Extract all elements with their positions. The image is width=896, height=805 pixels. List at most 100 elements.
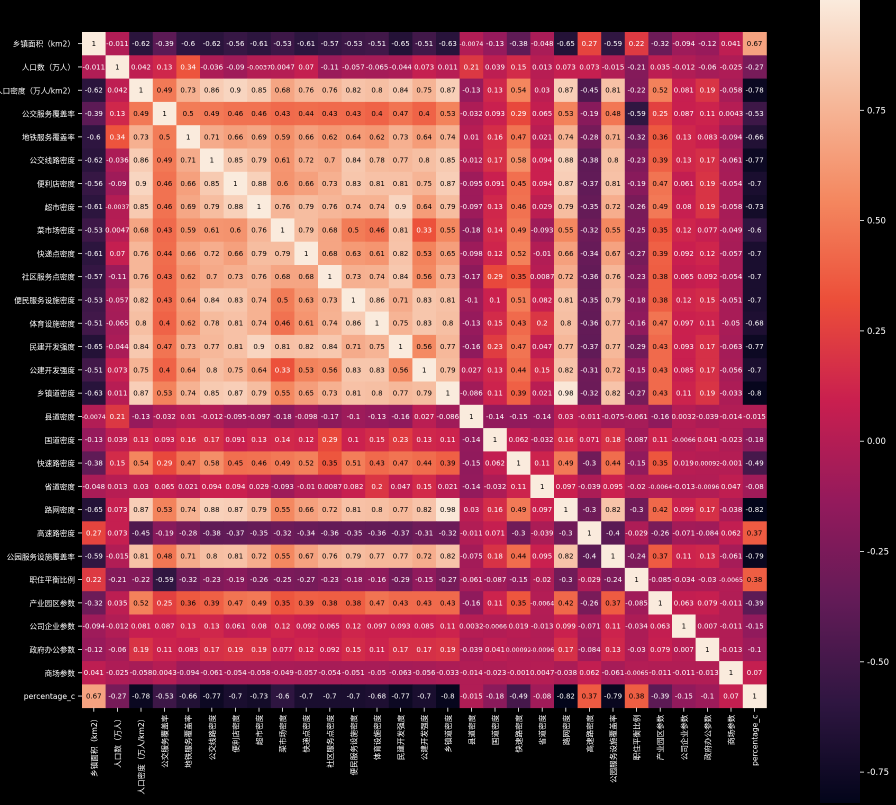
- cell-annotation: -0.61: [250, 40, 268, 48]
- cell-annotation: 0.087: [155, 623, 175, 631]
- heatmap-cell: [294, 474, 319, 499]
- heatmap-cell: [554, 404, 578, 429]
- cell-annotation: 1: [210, 157, 214, 165]
- cell-annotation: 0.11: [534, 459, 550, 467]
- heatmap-cell: [105, 55, 130, 79]
- heatmap-cell: [554, 521, 578, 545]
- heatmap-cell: [648, 288, 673, 312]
- cell-annotation: -0.057: [106, 296, 129, 304]
- cell-annotation: -0.061: [625, 413, 648, 421]
- cell-annotation: 0.74: [369, 203, 385, 211]
- cell-annotation: 0.47: [511, 343, 527, 351]
- heatmap-cell: [341, 148, 366, 173]
- cell-annotation: 0.099: [674, 506, 694, 514]
- heatmap-cell: [152, 521, 177, 545]
- cell-annotation: -0.39: [746, 599, 764, 607]
- heatmap-cell: [459, 334, 484, 359]
- cell-annotation: 0.47: [228, 599, 244, 607]
- cell-annotation: -0.086: [460, 390, 483, 398]
- cell-annotation: 0.56: [393, 366, 409, 374]
- cell-annotation: 0.36: [180, 599, 196, 607]
- cell-annotation: 0.87: [440, 180, 456, 188]
- heatmap-cell: [436, 218, 460, 243]
- heatmap-cell: [624, 428, 649, 452]
- cell-annotation: 0.49: [652, 203, 668, 211]
- cell-annotation: -0.056: [413, 669, 436, 677]
- cell-annotation: 0.43: [511, 320, 527, 328]
- cell-annotation: 0.0047: [270, 63, 295, 71]
- cell-annotation: 0.9: [135, 180, 146, 188]
- heatmap-cell: [318, 567, 342, 592]
- heatmap-cell: [672, 148, 696, 173]
- cell-annotation: 0.51: [511, 296, 527, 304]
- heatmap-cell: [294, 125, 319, 149]
- cell-annotation: 0.35: [275, 599, 291, 607]
- cell-annotation: 0.37: [652, 553, 668, 561]
- heatmap-cell: [270, 661, 295, 685]
- heatmap-cell: [270, 334, 295, 359]
- heatmap-cell: [412, 591, 437, 615]
- cell-annotation: 1: [564, 506, 568, 514]
- heatmap-cell: [695, 265, 720, 289]
- cell-annotation: 0.11: [157, 646, 173, 654]
- cell-annotation: 0.6: [277, 180, 289, 188]
- cell-annotation: 0.87: [440, 87, 456, 95]
- cell-annotation: 0.44: [157, 250, 173, 258]
- heatmap-cell: [294, 404, 319, 429]
- heatmap-cell: [695, 521, 720, 545]
- heatmap-cell: [436, 125, 460, 149]
- cell-annotation: 0.073: [107, 506, 127, 514]
- heatmap-cell: [341, 334, 366, 359]
- cell-annotation: 0.085: [414, 623, 434, 631]
- cell-annotation: 0.79: [440, 203, 456, 211]
- heatmap-cell: [483, 218, 508, 243]
- cell-annotation: 0.88: [558, 157, 574, 165]
- heatmap-cell: [105, 78, 130, 103]
- cell-annotation: 0.38: [652, 273, 668, 281]
- cell-annotation: -0.012: [673, 63, 696, 71]
- cell-annotation: 0.81: [133, 553, 149, 561]
- cell-annotation: 0.079: [697, 599, 717, 607]
- heatmap-cell: [129, 171, 154, 196]
- cell-annotation: -0.033: [720, 390, 743, 398]
- heatmap-cell: [530, 474, 555, 499]
- cell-annotation: 0.0087: [318, 483, 343, 491]
- cell-annotation: 0.11: [700, 110, 716, 118]
- colorbar-tick-label: 0.75: [867, 106, 886, 116]
- cell-annotation: -0.26: [250, 576, 269, 584]
- cell-annotation: 0.19: [700, 390, 716, 398]
- heatmap-cell: [365, 288, 390, 312]
- heatmap-cell: [270, 195, 295, 219]
- cell-annotation: 0.75: [228, 366, 244, 374]
- heatmap-cell: [483, 311, 508, 336]
- cell-annotation: 0.21: [110, 413, 126, 421]
- heatmap-cell: [294, 311, 319, 336]
- cell-annotation: -0.27: [108, 692, 126, 700]
- heatmap-cell: [247, 311, 272, 336]
- heatmap-cell: [530, 381, 555, 406]
- heatmap-cell: [223, 218, 248, 243]
- cell-annotation: 0.79: [251, 250, 267, 258]
- cell-annotation: -0.34: [580, 250, 599, 258]
- heatmap-cell: [388, 78, 413, 103]
- cell-annotation: 0.64: [416, 133, 432, 141]
- heatmap-cell: [105, 148, 130, 173]
- heatmap-cell: [483, 381, 508, 406]
- heatmap-cell: [506, 55, 531, 79]
- heatmap-cell: [176, 521, 201, 545]
- heatmap-cell: [341, 55, 366, 79]
- cell-annotation: -0.77: [392, 692, 410, 700]
- heatmap-cell: [176, 101, 201, 126]
- heatmap-cell: [318, 288, 342, 312]
- heatmap-cell: [176, 428, 201, 452]
- heatmap-cell: [176, 218, 201, 243]
- cell-annotation: -0.21: [628, 63, 646, 71]
- heatmap-cell: [270, 265, 295, 289]
- cell-annotation: 0.08: [676, 203, 692, 211]
- heatmap-cell: [436, 521, 460, 545]
- heatmap-cell: [318, 521, 342, 545]
- heatmap-cell: [365, 32, 390, 56]
- row-label: 乡镇面积（km2）: [13, 39, 75, 49]
- heatmap-cell: [459, 171, 484, 196]
- heatmap-cell: [82, 567, 106, 592]
